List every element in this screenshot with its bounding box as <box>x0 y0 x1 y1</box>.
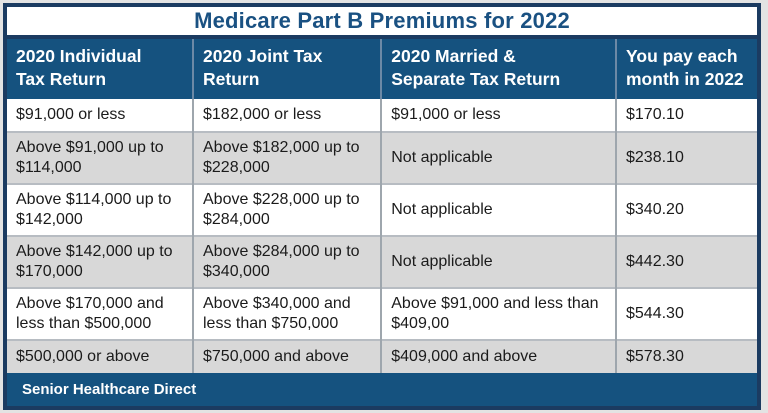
column-header: You pay each month in 2022 <box>615 39 757 99</box>
table-cell: $544.30 <box>615 287 757 340</box>
medicare-premiums-card: Medicare Part B Premiums for 2022 2020 I… <box>3 3 761 410</box>
column-header: 2020 Married & Separate Tax Return <box>380 39 616 99</box>
table-cell: Above $91,000 and less than $409,00 <box>380 287 616 340</box>
table-cell: Above $182,000 up to $228,000 <box>191 131 382 184</box>
table-cell: Above $284,000 up to $340,000 <box>191 235 382 288</box>
table-cell: $409,000 and above <box>380 339 616 373</box>
table-cell: $578.30 <box>615 339 757 373</box>
table-cell: $340.20 <box>615 183 757 236</box>
table-cell: $442.30 <box>615 235 757 288</box>
table-row: Above $170,000 and less than $500,000 Abo… <box>7 287 757 340</box>
table-row: Above $142,000 up to $170,000 Above $284,… <box>7 235 757 288</box>
table-cell: Above $142,000 up to $170,000 <box>7 235 193 288</box>
table-cell: $500,000 or above <box>7 339 193 373</box>
table-cell: $91,000 or less <box>16 105 126 123</box>
table-cell: Above $114,000 up to $142,000 <box>7 183 193 236</box>
source-attribution: Senior Healthcare Direct <box>7 373 757 406</box>
table-cell: $750,000 and above <box>191 339 382 373</box>
table-cell: $170.10 <box>615 99 757 132</box>
table-row: $91,000 or less $182,000 or less $91,000 o… <box>7 99 757 132</box>
column-header: 2020 Individual Tax Return <box>7 39 193 99</box>
column-header: 2020 Joint Tax Return <box>191 39 382 99</box>
table-cell: $238.10 <box>615 131 757 184</box>
table-cell: Above $91,000 up to $114,000 <box>7 131 193 184</box>
table-row: Above $91,000 up to $114,000 Above $182,0… <box>7 131 757 184</box>
premiums-table: 2020 Individual Tax Return 2020 Joint Tax… <box>7 39 757 373</box>
table-cell: Above $340,000 and less than $750,000 <box>191 287 382 340</box>
table-cell: Not applicable <box>380 183 616 236</box>
table-cell: Above $228,000 up to $284,000 <box>191 183 382 236</box>
table-cell: Not applicable <box>380 235 616 288</box>
premiums-table-header: 2020 Individual Tax Return 2020 Joint Tax… <box>7 39 757 99</box>
table-row: $500,000 or above $750,000 and above $409,… <box>7 339 757 373</box>
header-row: 2020 Individual Tax Return 2020 Joint Tax… <box>7 39 757 99</box>
page-title: Medicare Part B Premiums for 2022 <box>7 7 757 39</box>
table-cell: Above $170,000 and less than $500,000 <box>7 287 193 340</box>
table-cell: $91,000 or less <box>380 99 616 132</box>
premiums-table-body: $91,000 or less $182,000 or less $91,000 o… <box>7 99 757 373</box>
table-cell: Not applicable <box>380 131 616 184</box>
table-row: Above $114,000 up to $142,000 Above $228,… <box>7 183 757 236</box>
table-cell: $182,000 or less <box>191 99 382 132</box>
